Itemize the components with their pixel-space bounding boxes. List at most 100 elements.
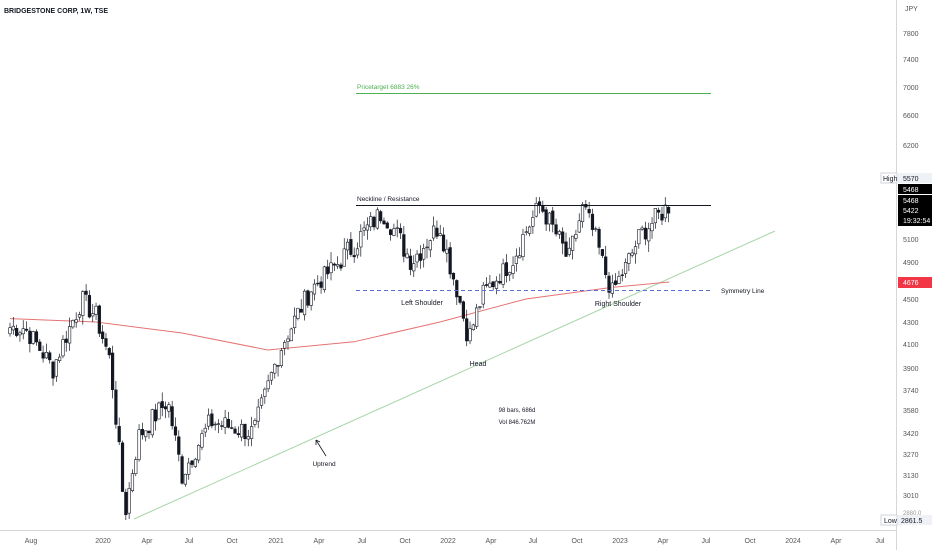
y-tick: 7000 (903, 85, 919, 92)
candle-body (157, 402, 161, 420)
candle-body (359, 231, 363, 248)
candle-body (395, 227, 399, 229)
x-tick: 2020 (95, 538, 111, 545)
candle-body (67, 326, 72, 344)
candle-body (101, 331, 105, 339)
candle-body (104, 338, 108, 347)
y-tick: 3270 (903, 452, 919, 459)
candle-body (134, 459, 138, 474)
candle-body (216, 423, 221, 425)
candle-body (561, 231, 565, 244)
candle-body (637, 229, 641, 245)
y-tick: 3900 (903, 366, 919, 373)
x-tick: Apr (142, 538, 154, 545)
candle-body (551, 210, 555, 225)
candle-body (541, 205, 545, 212)
candle-body (504, 262, 509, 277)
candle-body (81, 291, 85, 316)
candle-body (488, 282, 492, 288)
y-tick: 6600 (903, 113, 919, 120)
candle-body (11, 325, 15, 331)
candle-body (408, 255, 413, 270)
candle-body (326, 266, 330, 275)
candle-body (173, 426, 178, 436)
candle-body (210, 413, 214, 427)
candle-body (84, 290, 88, 295)
x-tick: Oct (400, 538, 411, 545)
candle-body (256, 406, 260, 422)
candle-body (537, 201, 542, 206)
candle-body (415, 253, 419, 263)
candle-body (206, 414, 211, 427)
candle-body (289, 328, 293, 342)
candle-body (491, 281, 495, 288)
candle-body (163, 406, 168, 410)
low-tag (880, 514, 898, 526)
candle-body (597, 229, 601, 248)
candle-body (402, 234, 406, 257)
candle-body (514, 255, 518, 264)
candle-body (475, 307, 479, 327)
x-tick: Jul (358, 538, 367, 545)
x-tick: Oct (227, 538, 238, 545)
candle-body (336, 264, 340, 267)
candle-body (223, 417, 227, 428)
candle-body (322, 266, 326, 291)
candle-body (18, 332, 22, 336)
y-tick: 5100 (903, 237, 919, 244)
candle-body (647, 228, 651, 242)
y-tick: 4300 (903, 320, 919, 327)
moving-average-line[interactable] (9, 281, 670, 351)
candle-body (451, 272, 456, 280)
candle-body (71, 320, 75, 328)
x-tick: Apr (658, 538, 670, 545)
candle-body (190, 460, 194, 465)
low-value-box (898, 515, 932, 525)
candle-body (259, 397, 264, 406)
candle-body (534, 202, 538, 217)
x-tick: Jul (702, 538, 711, 545)
candle-body (64, 338, 68, 343)
candle-body (44, 352, 49, 359)
y-tick: 3740 (903, 388, 919, 395)
uptrend-line[interactable] (133, 230, 776, 520)
y-axis-ticks: 7800 7400 7000 6600 6200 5100 4900 4500 … (903, 31, 919, 500)
candle-body (124, 491, 128, 515)
x-tick: 2023 (612, 538, 628, 545)
candle-body (590, 213, 595, 230)
y-tick: 3010 (903, 493, 919, 500)
candle-body (481, 284, 485, 305)
candle-body (220, 425, 224, 427)
candle-body (385, 222, 389, 229)
candle-body (180, 456, 184, 484)
candle-body (167, 404, 171, 412)
candle-body (362, 227, 366, 231)
candle-body (610, 282, 614, 294)
uptrend-arrow (315, 439, 327, 457)
candles[interactable] (8, 197, 671, 520)
candle-body (15, 328, 19, 336)
candle-body (77, 314, 82, 318)
candle-body (666, 206, 671, 214)
x-tick: Apr (486, 538, 498, 545)
candle-body (365, 224, 370, 231)
close-price-box (898, 205, 932, 226)
candle-body (61, 339, 65, 357)
symmetry-label: Symmetry Line (721, 288, 765, 295)
left-shoulder-label: Left Shoulder (401, 300, 443, 307)
last-price-2: 5468 (903, 198, 919, 205)
candle-body (355, 248, 360, 256)
candle-body (650, 222, 654, 232)
candle-body (269, 372, 274, 381)
last-price-1: 5468 (903, 187, 919, 194)
price-labels: High 5570 5468 5468 5422 19:32:54 4676 L… (880, 172, 932, 526)
candle-body (379, 211, 383, 222)
candle-body (279, 350, 283, 366)
candle-body (200, 433, 204, 448)
candle-body (445, 248, 449, 254)
candle-body (547, 212, 552, 225)
candle-body (594, 228, 598, 230)
candle-body (587, 209, 591, 214)
